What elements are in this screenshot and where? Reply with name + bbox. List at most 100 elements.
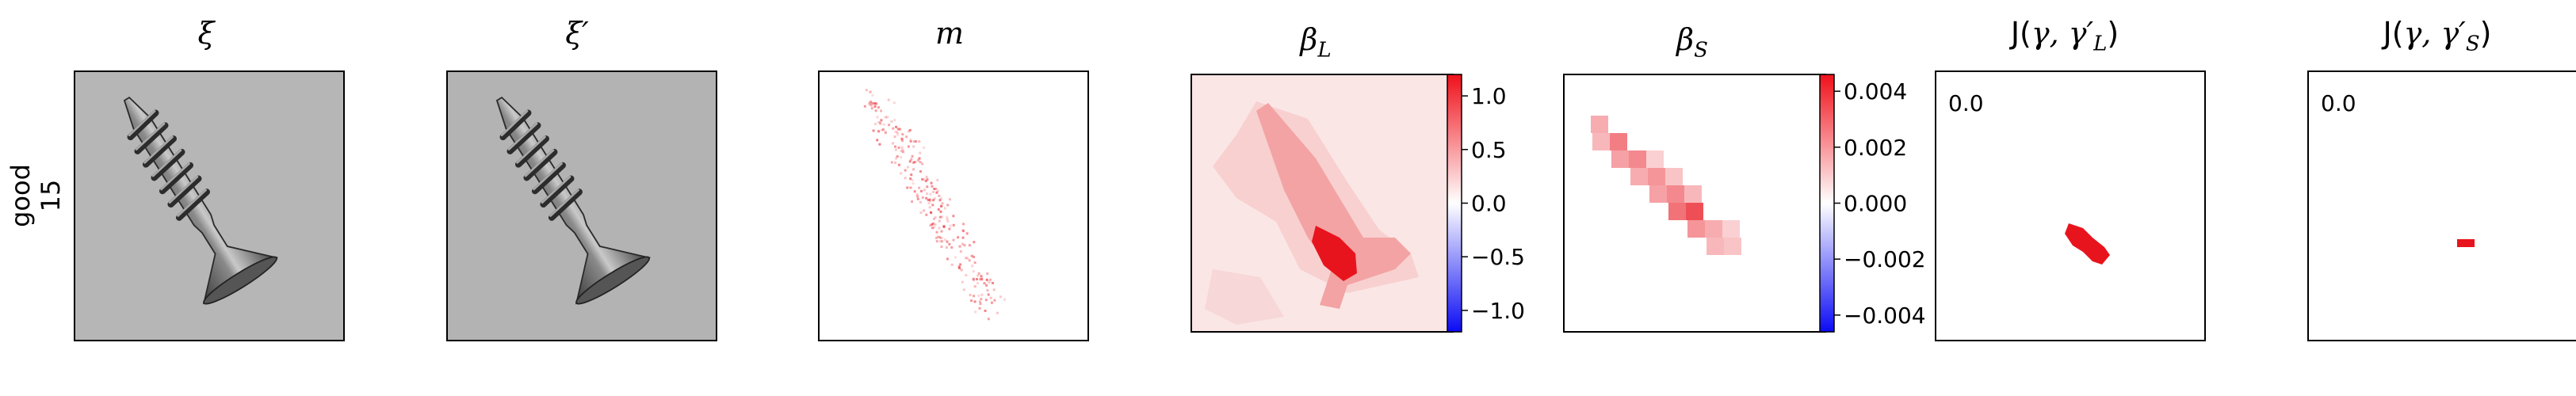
- m-speckle: [876, 116, 879, 119]
- m-speckle: [865, 89, 868, 92]
- m-speckle: [905, 135, 908, 139]
- m-speckle: [880, 128, 883, 131]
- m-speckle: [926, 185, 929, 188]
- m-speckle: [980, 293, 984, 296]
- m-speckle: [977, 274, 980, 277]
- m-speckle: [916, 195, 919, 198]
- m-speckle: [940, 237, 943, 240]
- m-speckle: [887, 98, 890, 101]
- m-speckle: [869, 100, 873, 103]
- m-speckle: [921, 162, 924, 166]
- m-speckle: [897, 147, 900, 150]
- m-speckle: [888, 124, 891, 127]
- m-speckle: [929, 200, 932, 203]
- panel-J-S: 0.0: [2307, 70, 2576, 341]
- m-speckle: [874, 109, 877, 112]
- beta-S-cell: [1722, 220, 1740, 238]
- beta-S-cell: [1684, 185, 1702, 203]
- m-speckle: [878, 121, 881, 124]
- m-speckle: [901, 148, 904, 151]
- m-speckle: [992, 288, 996, 291]
- m-speckle: [941, 240, 944, 243]
- m-speckle: [871, 93, 874, 97]
- m-speckle: [977, 272, 980, 275]
- beta-S-cell: [1707, 238, 1724, 255]
- m-speckle: [938, 219, 941, 223]
- m-speckle: [926, 192, 929, 196]
- m-speckle: [984, 299, 988, 302]
- m-speckle: [932, 217, 935, 220]
- m-speckle: [968, 244, 971, 247]
- m-speckle: [934, 216, 937, 219]
- m-speckle: [894, 161, 897, 164]
- m-speckle: [904, 177, 907, 180]
- m-speckle: [871, 101, 874, 105]
- m-speckle: [961, 230, 965, 233]
- m-speckle: [878, 143, 881, 146]
- m-speckle: [869, 90, 872, 93]
- m-speckle: [961, 229, 965, 232]
- m-speckle: [973, 300, 977, 303]
- m-speckle: [931, 190, 934, 193]
- m-speckle: [920, 189, 923, 192]
- m-speckle: [938, 194, 941, 197]
- m-speckle: [873, 102, 876, 105]
- m-speckle: [910, 158, 913, 161]
- m-speckle: [909, 139, 912, 143]
- m-speckle: [977, 282, 980, 285]
- m-speckle: [927, 199, 930, 202]
- m-speckle: [972, 270, 975, 273]
- m-speckle: [897, 163, 900, 166]
- m-speckle: [870, 107, 873, 110]
- m-speckle: [940, 204, 943, 208]
- m-speckle: [957, 265, 961, 268]
- beta-S-colorbar-tick-label: −0.004: [1844, 303, 1926, 329]
- m-speckle: [988, 278, 992, 281]
- beta-S-colorbar: 0.004 0.002 0.000 −0.002 −0.004: [1819, 74, 1926, 333]
- m-speckle: [911, 179, 914, 182]
- m-speckle: [961, 236, 965, 239]
- m-speckle: [880, 119, 883, 122]
- m-speckle: [928, 206, 931, 209]
- m-speckle: [959, 263, 962, 266]
- m-speckle: [912, 161, 915, 164]
- m-speckle: [996, 311, 999, 314]
- m-speckle: [952, 215, 955, 218]
- m-speckle: [925, 213, 928, 216]
- m-speckle: [933, 226, 936, 229]
- m-speckle: [977, 294, 980, 297]
- beta-S-cell: [1629, 150, 1646, 168]
- m-speckle: [916, 158, 919, 162]
- m-speckle: [946, 215, 949, 219]
- m-speckle: [946, 257, 949, 261]
- m-speckle: [988, 280, 991, 284]
- m-speckle: [987, 318, 990, 321]
- m-speckle: [1003, 298, 1006, 301]
- m-speckle: [975, 278, 978, 281]
- m-speckle: [973, 261, 977, 265]
- m-speckle: [877, 130, 881, 133]
- m-speckle: [874, 102, 877, 105]
- m-speckle: [940, 204, 943, 208]
- m-speckle: [896, 155, 899, 158]
- beta-S-cell: [1611, 150, 1629, 168]
- m-speckle: [999, 295, 1002, 299]
- m-speckle: [980, 276, 983, 279]
- m-speckle: [912, 145, 915, 148]
- m-speckle: [926, 178, 929, 181]
- title-beta-L: βL: [1300, 22, 1332, 63]
- beta-L-colorbar-tick-label: −1.0: [1471, 298, 1525, 324]
- beta-S-colorbar-tick-label: 0.004: [1844, 78, 1907, 105]
- m-speckle: [985, 279, 988, 282]
- m-speckle: [931, 227, 934, 230]
- m-speckle: [952, 223, 955, 227]
- m-speckle: [937, 189, 940, 192]
- m-speckle: [970, 299, 973, 303]
- m-speckle: [958, 245, 961, 248]
- m-speckle: [900, 150, 903, 153]
- m-speckle: [892, 127, 895, 130]
- panel-m: [818, 70, 1089, 341]
- m-speckle: [884, 116, 887, 119]
- m-speckle: [915, 193, 919, 196]
- m-speckle: [901, 150, 904, 154]
